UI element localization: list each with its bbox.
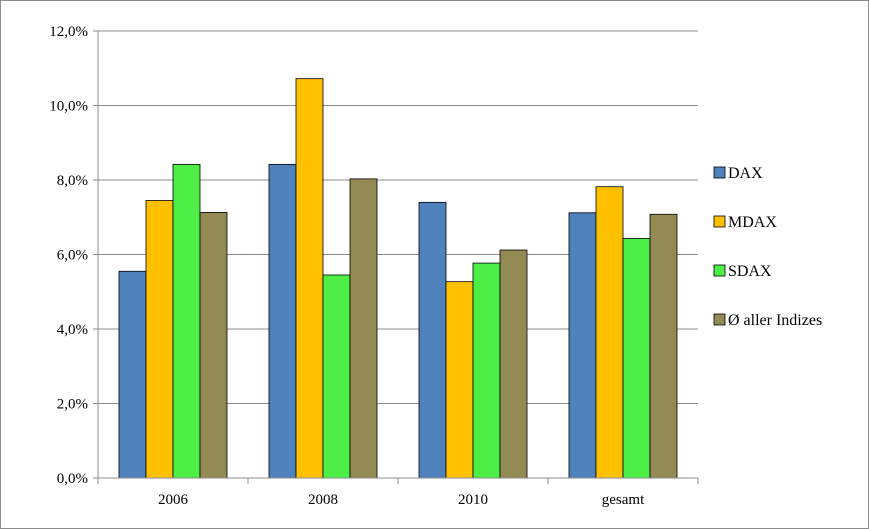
y-tick-label: 0,0% [57,471,88,487]
legend: DAX MDAX SDAX Ø aller Indizes [713,165,822,329]
y-tick-label: 6,0% [57,248,88,264]
y-tick-label: 4,0% [57,322,88,338]
bars [118,78,678,479]
bar-mdax-2010 [445,281,474,479]
legend-swatch [713,313,726,326]
bar-mdax-2008 [295,78,324,479]
x-tick-label: gesamt [602,492,645,508]
y-tick-label: 8,0% [57,173,88,189]
bar-aller-indizes-2006 [199,212,228,479]
legend-swatch [713,215,726,228]
legend-label: SDAX [728,263,772,280]
bar-mdax-gesamt [595,186,624,479]
bar-sdax-2008 [322,274,351,479]
x-axis: 2006 2008 2010 gesamt [97,477,699,508]
y-axis: 0,0% 2,0% 4,0% 6,0% 8,0% 10,0% 12,0% [49,24,99,487]
bar-aller-indizes-gesamt [649,213,678,479]
bar-dax-gesamt [568,212,597,479]
x-tick-label: 2006 [158,492,189,508]
legend-swatch [713,166,726,179]
y-tick-label: 10,0% [49,99,88,115]
bar-aller-indizes-2008 [349,178,378,479]
legend-label: MDAX [728,214,777,231]
y-tick-label: 2,0% [57,397,88,413]
bar-mdax-2006 [145,200,174,479]
x-tick-label: 2008 [308,492,338,508]
bar-dax-2006 [118,270,147,479]
bar-sdax-gesamt [622,238,651,479]
bar-aller-indizes-2010 [499,249,528,479]
bar-sdax-2006 [172,163,201,479]
x-tick-label: 2010 [458,492,488,508]
bar-dax-2008 [268,163,297,479]
bar-dax-2010 [418,201,447,479]
legend-label: DAX [728,165,763,182]
legend-swatch [713,264,726,277]
bar-sdax-2010 [472,262,501,479]
y-tick-label: 12,0% [49,24,88,40]
legend-label: Ø aller Indizes [728,312,822,329]
